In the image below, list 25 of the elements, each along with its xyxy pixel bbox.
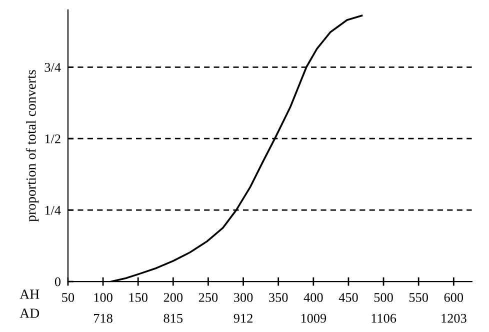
x2-tick-label: 1009 — [301, 314, 326, 323]
x-axis-title: AH — [20, 290, 40, 299]
x2-axis-title: AD — [20, 308, 40, 318]
x-tick-label: 250 — [198, 293, 218, 302]
x2-tick-label: 718 — [94, 314, 112, 323]
x-tick-label: 500 — [374, 293, 393, 302]
x2-tick-label: 1203 — [442, 314, 466, 323]
x-tick-label: 200 — [164, 293, 183, 302]
x-tick-label: 100 — [94, 293, 112, 302]
x-tick-label: 400 — [304, 293, 323, 302]
x2-tick-label: 1106 — [372, 314, 396, 323]
x2-tick-label: 815 — [164, 314, 183, 323]
x-tick-label: 300 — [234, 293, 253, 302]
x-tick-label: 550 — [409, 293, 428, 302]
y-tick-label: 1/4 — [45, 206, 61, 215]
y-tick-label: 3/4 — [44, 62, 61, 72]
x-tick-label: 450 — [338, 293, 358, 302]
x2-tick-label: 912 — [234, 314, 252, 323]
x-tick-label: 50 — [62, 293, 74, 302]
x-tick-label: 350 — [269, 293, 288, 302]
x-tick-label: 150 — [129, 293, 148, 302]
y-axis-title: proportion of total converts — [26, 70, 39, 222]
y-tick-label: 1/2 — [45, 134, 60, 144]
x-tick-label: 600 — [444, 293, 464, 302]
y-tick-label: 0 — [54, 277, 61, 286]
